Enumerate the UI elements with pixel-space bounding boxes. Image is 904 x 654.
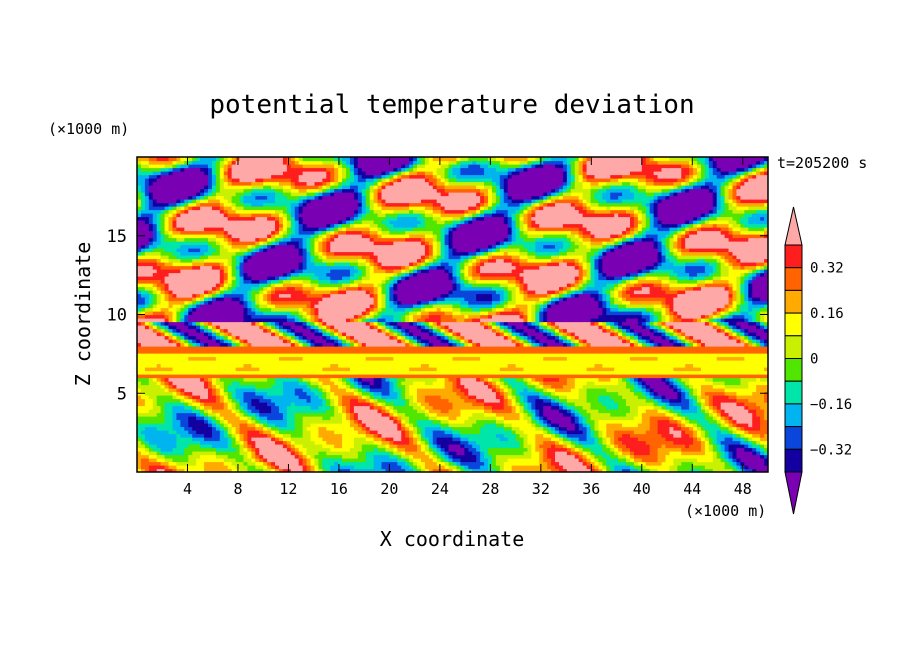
- colorbar-swatch: [784, 403, 803, 428]
- y-tick-label: 10: [107, 306, 127, 326]
- y-tick-label: 15: [107, 227, 127, 247]
- x-tick-label: 36: [582, 480, 600, 498]
- x-tick-label: 40: [633, 480, 651, 498]
- x-tick-label: 16: [330, 480, 348, 498]
- x-tick-label: 28: [481, 480, 499, 498]
- y-axis: 5 10 15: [107, 227, 768, 404]
- colorbar-label: 0.32: [810, 261, 844, 277]
- colorbar-swatch: [784, 426, 803, 450]
- colorbar-label: −0.16: [810, 397, 852, 413]
- x-tick-label: 48: [734, 480, 752, 498]
- x-tick-label: 4: [183, 480, 192, 498]
- colorbar-max-arrow: [784, 206, 803, 246]
- colorbar-swatch: [784, 312, 803, 337]
- colorbar-swatch: [784, 358, 803, 382]
- colorbar-swatch: [784, 448, 803, 473]
- colorbar-swatch: [784, 335, 803, 359]
- x-tick-label: 32: [532, 480, 550, 498]
- colorbar-swatch: [784, 289, 803, 314]
- colorbar-label: −0.32: [810, 442, 852, 458]
- chart-title: potential temperature deviation: [209, 90, 694, 120]
- colorbar-swatch: [784, 244, 803, 269]
- x-unit-label: (×1000 m): [685, 502, 766, 520]
- colorbar: 0.32 0.16 0 −0.16 −0.32: [784, 206, 852, 515]
- contour-field: [137, 157, 768, 472]
- y-tick-label: 5: [117, 384, 127, 404]
- time-label: t=205200 s: [777, 154, 867, 172]
- y-unit-label: (×1000 m): [48, 120, 129, 138]
- x-tick-label: 44: [683, 480, 701, 498]
- x-tick-label: 24: [431, 480, 449, 498]
- colorbar-label: 0.16: [810, 306, 844, 322]
- x-tick-label: 20: [380, 480, 398, 498]
- y-axis-label: Z coordinate: [71, 242, 95, 387]
- x-tick-label: 12: [279, 480, 297, 498]
- colorbar-swatch: [784, 267, 803, 291]
- colorbar-min-arrow: [784, 471, 803, 515]
- x-tick-label: 8: [233, 480, 242, 498]
- colorbar-label: 0: [810, 352, 818, 368]
- x-axis: 4 8 12 16 20 24 28 32 36 40 44 48: [183, 157, 752, 498]
- colorbar-swatch: [784, 380, 803, 405]
- x-axis-label: X coordinate: [380, 527, 525, 551]
